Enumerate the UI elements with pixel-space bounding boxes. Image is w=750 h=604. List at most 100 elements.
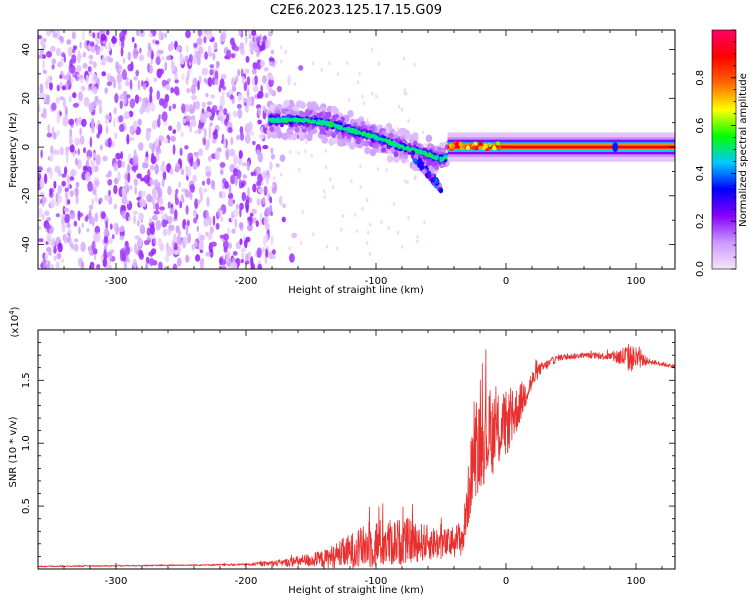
- spectrogram-noise-point: [177, 257, 182, 267]
- spectrogram-noise-point: [48, 248, 51, 256]
- spectrogram-noise-point: [243, 101, 247, 107]
- spectrogram-noise-point: [39, 83, 44, 95]
- spectrogram-noise-point: [127, 199, 130, 205]
- spectrogram-noise-point: [244, 133, 251, 144]
- spectrogram-noise-point: [198, 148, 204, 157]
- spectrogram-sparse-point: [423, 220, 426, 225]
- spectrogram-noise-point: [218, 111, 224, 122]
- spectrogram-noise-point: [237, 92, 242, 103]
- spectrogram-noise-point: [64, 213, 70, 224]
- spectrogram-noise-point: [139, 30, 145, 38]
- spectrogram-sparse-point: [362, 101, 366, 106]
- spectrogram-trace-point: [347, 110, 354, 118]
- spectrogram-noise-point: [164, 266, 169, 269]
- spectrogram-noise-point: [108, 57, 114, 63]
- spectrogram-noise-point: [149, 92, 153, 104]
- spectrogram-noise-point: [236, 134, 241, 140]
- spectrogram-trace-point: [393, 151, 399, 158]
- spectrogram-noise-point: [168, 125, 173, 131]
- spectrogram-trace-point: [363, 140, 369, 147]
- spectrogram-noise-point: [141, 190, 146, 198]
- spectrogram-trace-point: [411, 163, 419, 172]
- spectrogram-noise-point: [119, 94, 126, 100]
- spectrogram-noise-point: [45, 94, 50, 105]
- spectrogram-noise-point: [189, 108, 195, 114]
- spectrogram-noise-point: [269, 161, 273, 171]
- spectrogram-sparse-point: [288, 246, 291, 251]
- spectrogram-noise-point: [276, 85, 282, 93]
- spectrogram-sparse-point: [359, 164, 362, 169]
- spectrogram-noise-point: [287, 75, 291, 86]
- spectrogram-noise-point: [257, 263, 263, 269]
- spectrogram-noise-point: [69, 210, 76, 220]
- spectrogram-sparse-point: [404, 179, 407, 184]
- spectrogram-noise-point: [49, 168, 53, 179]
- spectrogram-noise-point: [59, 74, 63, 79]
- spectrogram-noise-point: [66, 39, 72, 45]
- spectrogram-noise-point: [192, 174, 198, 183]
- spectrogram-sparse-point: [304, 149, 307, 154]
- spectrogram-trace-point: [330, 105, 338, 114]
- spectrogram-noise-point: [257, 107, 262, 117]
- spectrogram-noise-point: [190, 84, 196, 95]
- spectrogram-noise-point: [51, 126, 55, 135]
- spectrogram-noise-point: [82, 165, 88, 171]
- spectrogram-noise-point: [164, 61, 167, 72]
- snr-ytick-label: 0.5: [21, 498, 32, 514]
- spectrogram-noise-point: [257, 46, 260, 57]
- spectrogram-noise-point: [232, 251, 238, 256]
- spectrogram-noise-point: [70, 65, 76, 74]
- spectrogram-flat-spot: [612, 142, 619, 153]
- spectrogram-noise-point: [256, 247, 262, 258]
- spectrogram-noise-point: [212, 215, 216, 226]
- spectrogram-noise-point: [164, 32, 167, 38]
- spectrogram-noise-point: [46, 132, 53, 138]
- spectrogram-noise-point: [121, 210, 127, 219]
- spectrogram-noise-point: [158, 135, 165, 142]
- spectrogram-heat-layer: [38, 30, 675, 269]
- spectrogram-trace-point: [301, 111, 307, 118]
- spectrogram-noise-point: [196, 225, 199, 233]
- spectrogram-sparse-point: [376, 167, 380, 171]
- spectrogram-noise-point: [137, 118, 143, 126]
- spectrogram-noise-point: [87, 86, 91, 91]
- spectrogram-noise-point: [92, 101, 97, 108]
- snr-xtick-label: 100: [626, 576, 645, 587]
- spectrogram-noise-point: [187, 233, 191, 244]
- spectrogram-noise-point: [141, 101, 147, 113]
- spectrogram-noise-point: [66, 174, 71, 185]
- spectrogram-noise-point: [239, 238, 243, 245]
- spectrogram-noise-point: [230, 136, 234, 145]
- spectrogram-noise-point: [163, 137, 169, 144]
- spectrogram-noise-point: [248, 33, 252, 40]
- spectrogram-trace-point: [280, 118, 284, 123]
- spectrogram-noise-point: [108, 189, 111, 197]
- spectrogram-noise-point: [229, 94, 234, 100]
- spectrogram-noise-point: [228, 265, 234, 269]
- spectrogram-noise-point: [56, 113, 61, 124]
- spectrogram-noise-point: [209, 64, 215, 69]
- spectrogram-noise-point: [79, 127, 82, 136]
- snr-xtick-label: 0: [503, 576, 509, 587]
- spectrogram-noise-point: [174, 79, 179, 84]
- spectrogram-flat-spot: [478, 145, 483, 151]
- spectrogram-noise-point: [88, 60, 94, 65]
- spectrogram-noise-point: [262, 170, 266, 180]
- spectrogram-sparse-point: [350, 179, 353, 184]
- spectrogram-flat-spot: [478, 142, 483, 147]
- spectrogram-noise-point: [78, 117, 81, 122]
- spectrogram-trace-point: [425, 134, 433, 143]
- spectrogram-sparse-point: [378, 61, 381, 66]
- colorbar-tick-label: 0.0: [695, 261, 706, 277]
- spectrogram-noise-point: [257, 187, 264, 194]
- spectrogram-noise-point: [50, 145, 54, 155]
- spectrogram-noise-point: [53, 180, 57, 189]
- spectrogram-noise-point: [230, 210, 234, 222]
- spectrogram-noise-point: [291, 232, 297, 239]
- spectrogram-trace-point: [437, 146, 442, 153]
- spectrogram-noise-point: [223, 239, 229, 250]
- spectrogram-trace-point: [306, 122, 311, 127]
- spectrogram-noise-point: [153, 210, 160, 215]
- spectrogram-noise-point: [224, 118, 228, 126]
- spectrogram-trace-point: [432, 155, 436, 160]
